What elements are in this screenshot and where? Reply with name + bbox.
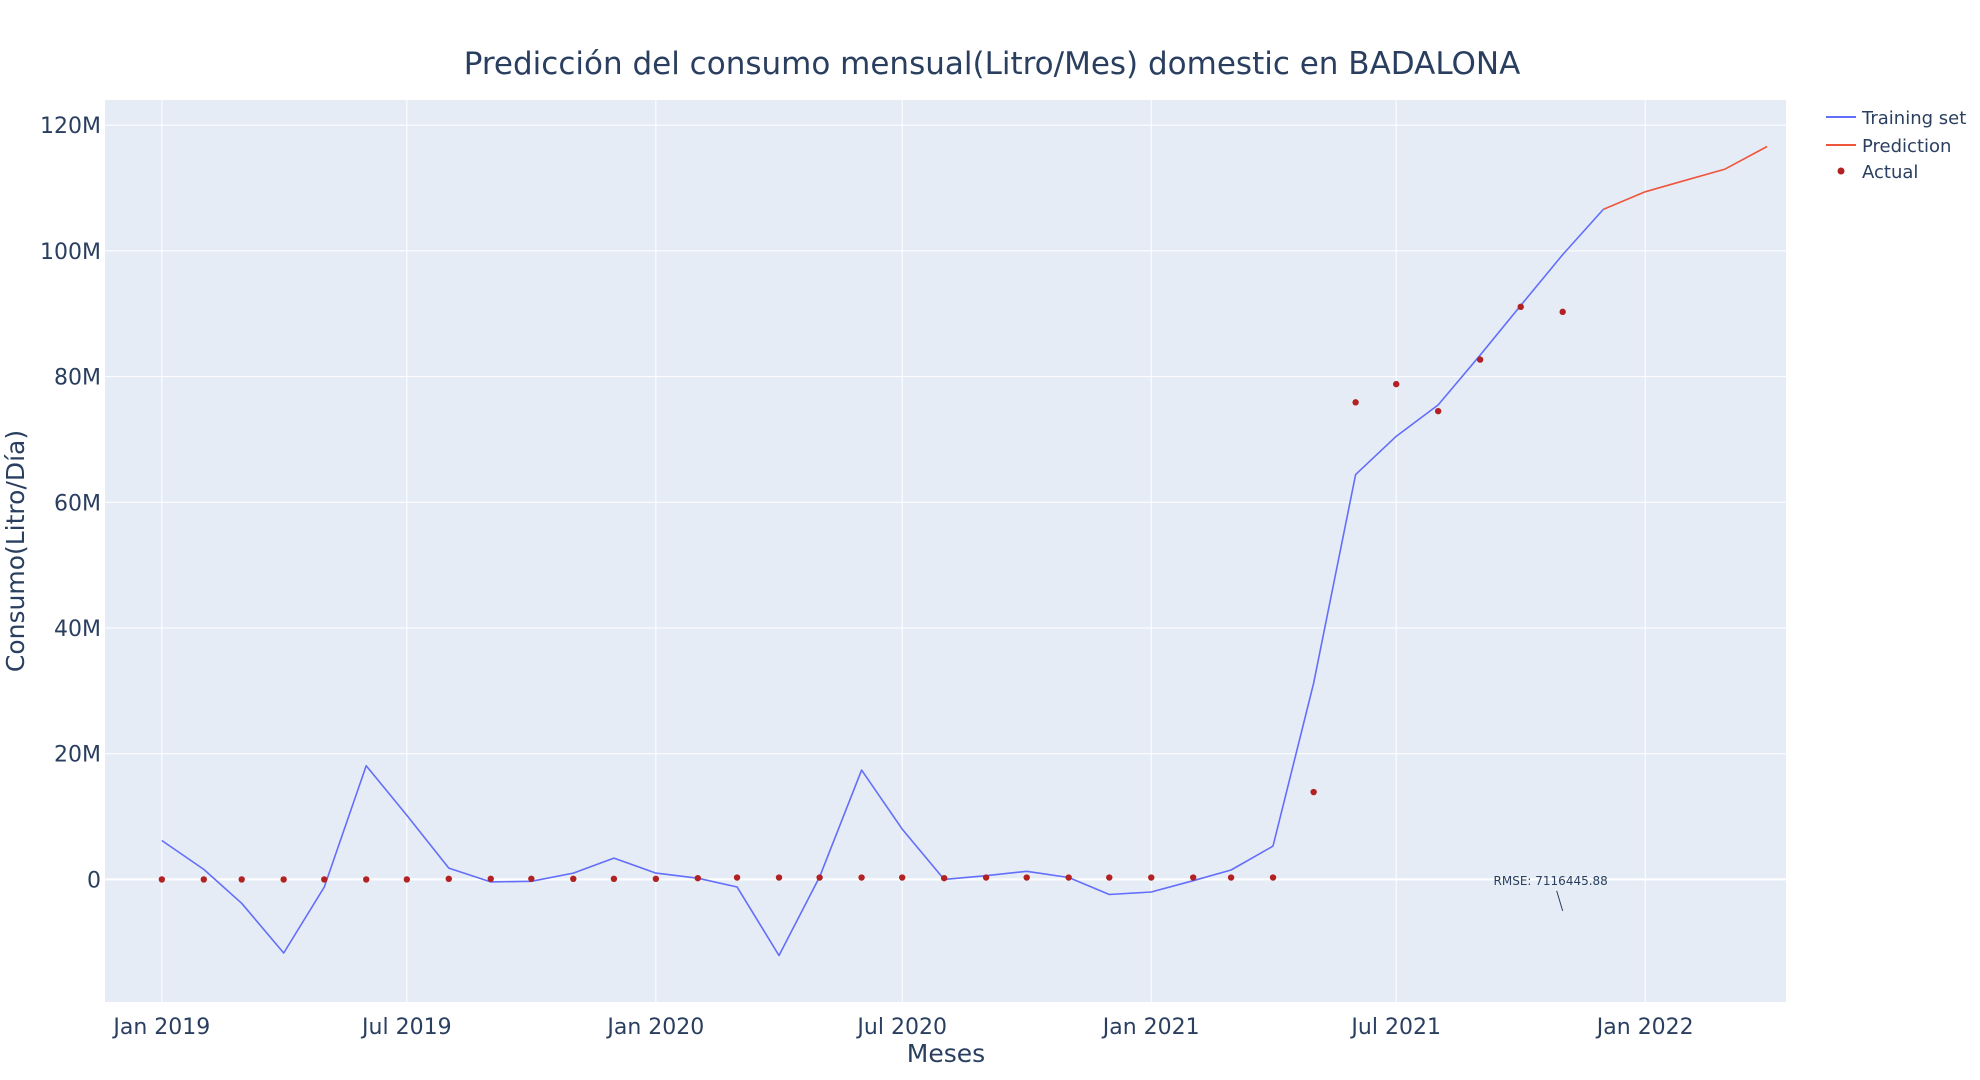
tick-labels: Jan 2019 Jul 2019 Jan 2020 Jul 2020 Jan 2021… [40, 114, 1694, 1040]
y-tick-label: 80M [54, 366, 101, 391]
y-tick-label: 60M [54, 491, 101, 516]
data-point-actual [570, 875, 577, 882]
actual-markers [158, 303, 1566, 883]
y-tick-label: 40M [54, 617, 101, 642]
data-point-actual [1559, 308, 1566, 316]
plot-background [105, 100, 1786, 1002]
data-point-actual [1065, 874, 1072, 881]
data-point-actual [487, 875, 494, 882]
data-point-actual [280, 876, 287, 883]
data-point-actual [858, 874, 865, 881]
legend-label-training-set: Training set [1861, 108, 1966, 129]
legend-swatch-actual [1837, 167, 1845, 175]
data-point-actual [694, 874, 702, 882]
data-point-actual [1310, 788, 1317, 796]
data-point-actual [1434, 407, 1442, 415]
data-point-actual [158, 876, 166, 883]
annotation-rmse: RMSE: 7116445.88 [1494, 874, 1608, 888]
data-point-actual [816, 874, 823, 881]
annotations: RMSE: 7116445.88 [1494, 874, 1608, 912]
series-line-prediction [1602, 145, 1768, 211]
data-point-actual [982, 874, 990, 881]
data-point-actual [652, 875, 660, 882]
data-point-actual [1023, 874, 1030, 881]
data-point-actual [733, 874, 741, 881]
x-tick-label: Jan 2022 [1595, 1015, 1694, 1040]
data-point-actual [321, 876, 328, 883]
data-point-actual [1517, 303, 1524, 310]
y-tick-label: 20M [54, 743, 101, 768]
data-point-actual [775, 874, 783, 881]
data-point-actual [610, 875, 618, 882]
chart-title: Predicción del consumo mensual(Litro/Mes… [464, 46, 1521, 82]
legend-label-prediction: Prediction [1862, 136, 1951, 157]
data-point-actual [363, 876, 370, 883]
data-point-actual [528, 875, 535, 882]
legend-item-prediction[interactable]: Prediction [1826, 136, 1951, 157]
x-tick-label: Jan 2019 [111, 1015, 210, 1040]
y-tick-label: 120M [40, 114, 101, 139]
legend: Training set Prediction Actual [1826, 108, 1966, 183]
data-point-actual [403, 876, 411, 883]
y-axis-title: Consumo(Litro/Día) [1, 430, 30, 672]
series-layer [161, 145, 1768, 957]
data-point-actual [445, 875, 452, 882]
legend-item-actual[interactable]: Actual [1837, 162, 1919, 183]
annotation-arrow [1556, 890, 1564, 912]
data-point-actual [1227, 874, 1235, 881]
y-tick-label: 0 [87, 868, 101, 893]
data-point-actual [898, 874, 906, 881]
x-tick-label: Jul 2020 [855, 1015, 947, 1040]
data-point-actual [200, 876, 208, 883]
legend-label-actual: Actual [1862, 162, 1918, 183]
data-point-actual [940, 874, 948, 882]
data-point-actual [238, 876, 245, 883]
legend-item-training-set[interactable]: Training set [1826, 108, 1966, 129]
grid-lines [105, 100, 1786, 1002]
series-line-training-set [161, 208, 1604, 957]
data-point-actual [1269, 874, 1277, 881]
data-point-actual [1393, 380, 1400, 388]
x-axis-title: Meses [907, 1039, 985, 1068]
x-tick-label: Jul 2019 [360, 1015, 452, 1040]
data-point-actual [1189, 874, 1197, 881]
x-tick-label: Jan 2021 [1101, 1015, 1200, 1040]
data-point-actual [1148, 874, 1155, 881]
data-point-actual [1476, 356, 1484, 363]
data-point-actual [1352, 399, 1359, 406]
x-tick-label: Jul 2021 [1349, 1015, 1441, 1040]
data-point-actual [1106, 874, 1113, 881]
x-tick-label: Jan 2020 [605, 1015, 704, 1040]
y-tick-label: 100M [40, 240, 101, 265]
